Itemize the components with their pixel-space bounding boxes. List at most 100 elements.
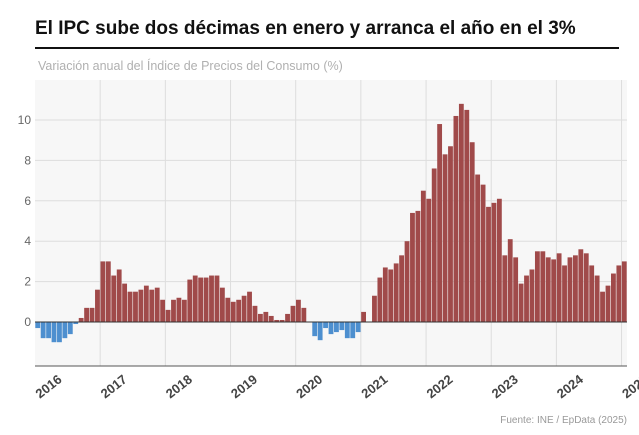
- bar: [594, 275, 600, 322]
- bar: [149, 289, 155, 322]
- title-divider: [35, 47, 619, 49]
- bar: [67, 322, 73, 335]
- bar: [301, 307, 307, 322]
- bar: [355, 322, 361, 333]
- bar: [458, 103, 464, 322]
- x-tick-label: 2016: [33, 372, 65, 402]
- bar: [154, 287, 160, 322]
- bar: [160, 299, 166, 322]
- bar: [295, 299, 301, 322]
- bar: [100, 261, 106, 322]
- bar: [317, 322, 323, 341]
- bar: [589, 265, 595, 322]
- bar: [127, 291, 133, 322]
- bar: [176, 297, 182, 322]
- bar: [469, 142, 475, 322]
- bar: [214, 275, 220, 322]
- bar: [448, 146, 453, 322]
- bar: [600, 291, 605, 322]
- y-tick-label: 4: [24, 234, 31, 248]
- bar: [95, 289, 100, 322]
- bar: [605, 285, 611, 322]
- y-tick-label: 10: [18, 113, 32, 127]
- bar: [57, 322, 62, 343]
- bar: [263, 311, 269, 322]
- bar: [84, 307, 90, 322]
- bar: [611, 273, 616, 322]
- bar: [312, 322, 318, 337]
- bar: [496, 198, 502, 322]
- bar: [62, 322, 68, 339]
- bar: [209, 275, 214, 322]
- y-tick-label: 0: [24, 315, 31, 329]
- chart-title: El IPC sube dos décimas en enero y arran…: [35, 18, 576, 39]
- bar: [203, 277, 209, 322]
- bar: [181, 299, 187, 322]
- bar: [529, 269, 535, 322]
- bar: [442, 154, 448, 322]
- bar: [323, 322, 328, 329]
- bar: [105, 261, 111, 322]
- bar: [507, 239, 513, 322]
- bar: [40, 322, 46, 339]
- bar: [372, 295, 377, 322]
- bar: [502, 255, 508, 322]
- bar: [334, 322, 339, 333]
- bar: [51, 322, 57, 343]
- bar: [437, 124, 443, 322]
- bar: [410, 212, 415, 322]
- x-tick-label: 2017: [98, 372, 130, 402]
- bar: [540, 251, 546, 322]
- bar: [192, 275, 198, 322]
- bar: [572, 255, 578, 322]
- x-tick-label: 2025: [619, 372, 639, 402]
- bar: [89, 307, 95, 322]
- bar: [420, 190, 426, 322]
- bar: [567, 257, 573, 322]
- y-tick-label: 2: [24, 275, 31, 289]
- bar: [426, 198, 432, 322]
- bar: [453, 115, 459, 323]
- bar: [279, 319, 285, 322]
- bar: [138, 289, 144, 322]
- x-tick-label: 2024: [554, 371, 587, 401]
- x-tick-label: 2023: [489, 372, 521, 402]
- x-tick-label: 2020: [293, 372, 325, 402]
- bar: [198, 277, 204, 322]
- bar: [464, 109, 470, 323]
- bar: [350, 322, 356, 339]
- bars-group: [35, 103, 627, 343]
- bar: [236, 299, 242, 322]
- bar: [404, 241, 410, 322]
- bar: [534, 251, 540, 322]
- bar: [344, 322, 350, 339]
- bar: [388, 269, 394, 322]
- bar: [393, 263, 399, 322]
- bar: [187, 279, 193, 322]
- bar: [415, 210, 421, 322]
- bar: [513, 257, 519, 322]
- x-tick-label: 2019: [228, 372, 260, 402]
- x-tick-label: 2022: [424, 372, 456, 402]
- bar: [268, 315, 274, 322]
- bar: [562, 265, 567, 322]
- bar: [480, 184, 486, 322]
- bar: [73, 322, 79, 325]
- bar: [252, 305, 258, 322]
- bar: [290, 305, 296, 322]
- bar: [382, 267, 388, 322]
- bar: [399, 255, 405, 322]
- bar: [377, 277, 383, 322]
- bar: [257, 313, 263, 322]
- bar: [361, 311, 367, 322]
- bar: [285, 313, 290, 322]
- bar: [171, 299, 176, 322]
- bar: [165, 309, 171, 322]
- bar: [616, 265, 622, 322]
- bar: [578, 249, 584, 322]
- bar: [122, 283, 128, 322]
- bar: [328, 322, 334, 335]
- bar: [556, 253, 562, 322]
- bar: [486, 206, 491, 322]
